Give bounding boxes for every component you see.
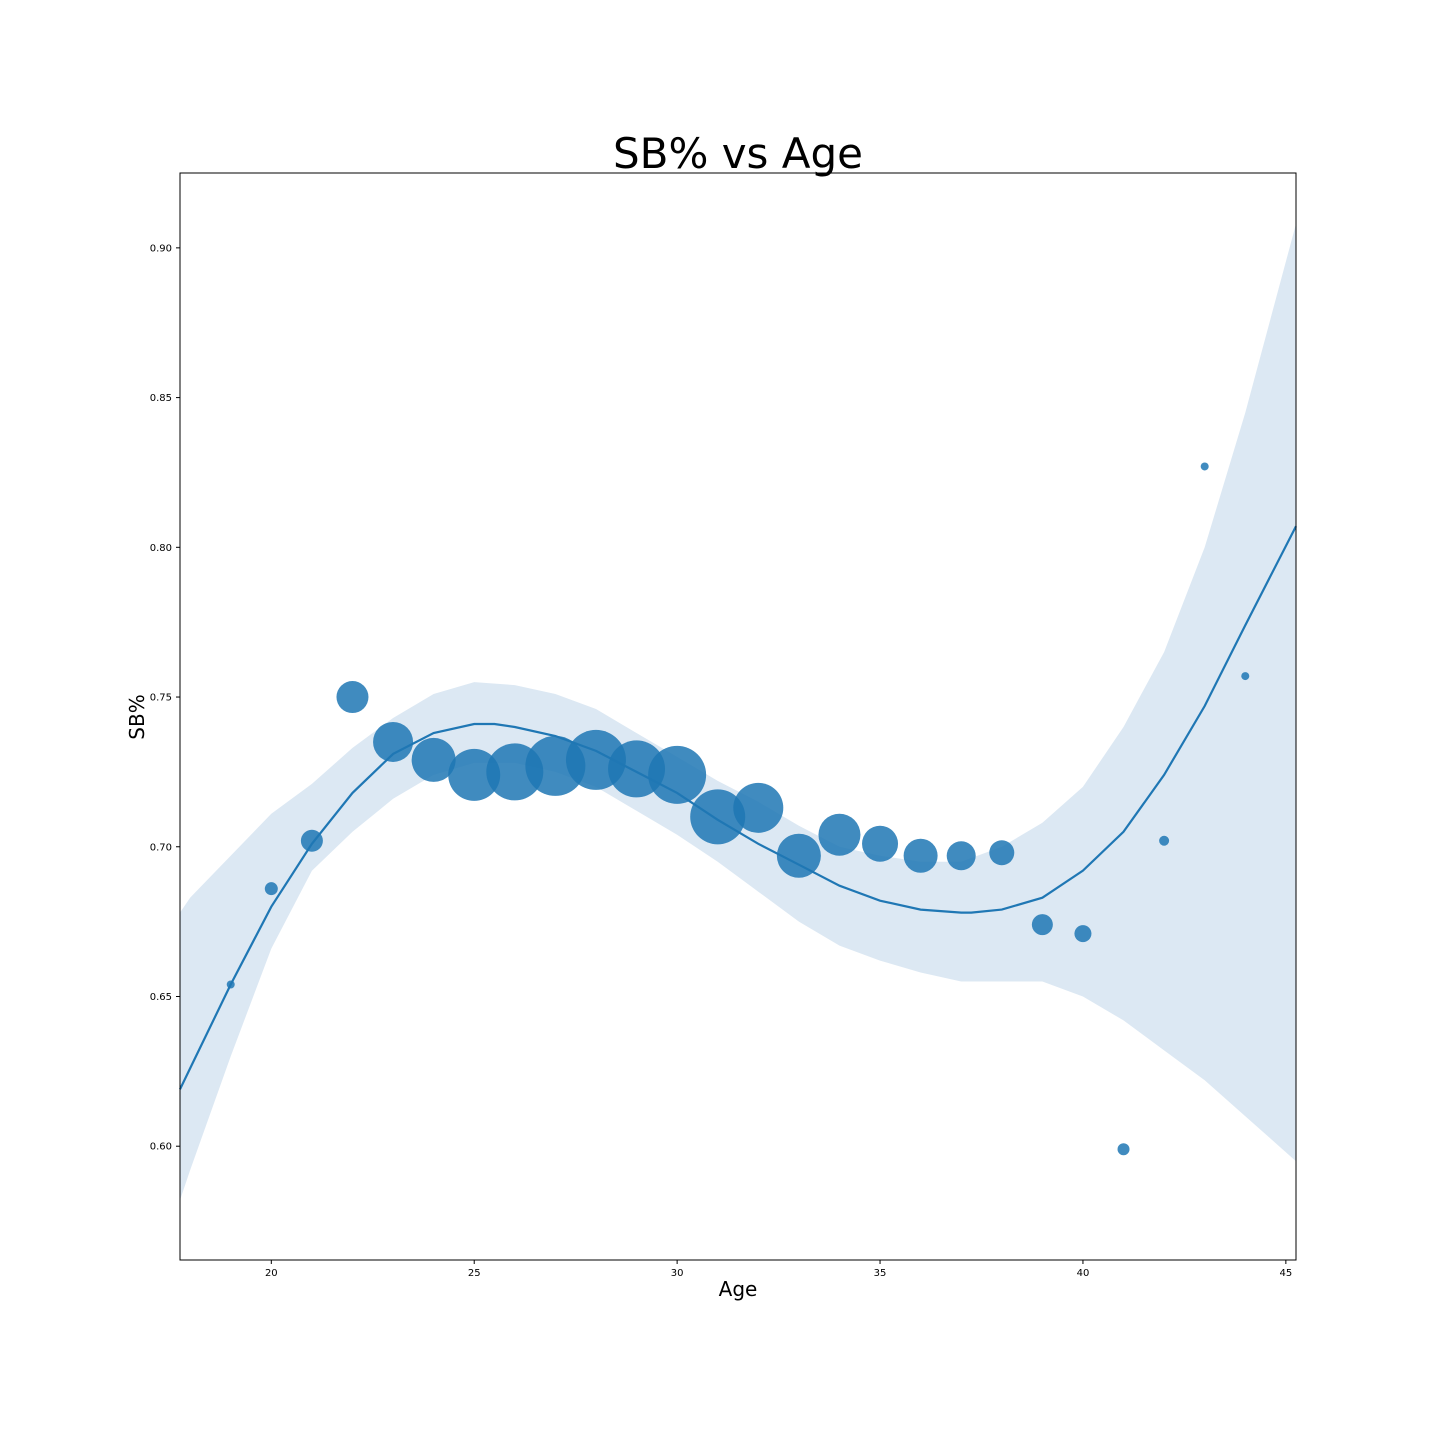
x-tick-label: 40 xyxy=(1077,1268,1090,1279)
data-point xyxy=(373,721,414,762)
data-point xyxy=(336,681,369,714)
data-points xyxy=(226,462,1250,1156)
data-point xyxy=(1074,925,1092,943)
x-tick-label: 25 xyxy=(468,1268,481,1279)
data-point xyxy=(818,813,861,856)
y-tick-label: 0.70 xyxy=(150,842,172,853)
data-point xyxy=(1159,835,1170,846)
data-point xyxy=(776,833,821,878)
confidence-band xyxy=(180,223,1296,1201)
data-point xyxy=(690,789,746,845)
data-point xyxy=(862,825,899,862)
x-tick-label: 35 xyxy=(874,1268,887,1279)
x-axis-label: Age xyxy=(719,1277,758,1301)
data-point xyxy=(1117,1143,1130,1156)
x-tick-label: 45 xyxy=(1279,1268,1292,1279)
plot-frame xyxy=(179,172,1297,1261)
data-point xyxy=(946,841,976,871)
y-tick-label: 0.85 xyxy=(150,393,172,404)
y-tick-label: 0.80 xyxy=(150,543,172,554)
data-point xyxy=(903,838,938,873)
data-point xyxy=(648,745,707,804)
y-tick-label: 0.75 xyxy=(150,693,172,704)
y-tick-label: 0.90 xyxy=(150,243,172,254)
data-point xyxy=(989,840,1015,866)
data-point xyxy=(264,882,278,896)
chart-title: SB% vs Age xyxy=(613,129,863,178)
x-tick-label: 20 xyxy=(265,1268,278,1279)
y-tick-label: 0.60 xyxy=(150,1142,172,1153)
y-axis-label: SB% xyxy=(125,694,149,739)
x-axis: 20 25 30 35 40 45 xyxy=(265,1260,1292,1279)
data-point xyxy=(1241,672,1250,681)
data-point xyxy=(411,737,456,782)
regression-line xyxy=(179,525,1297,1090)
y-tick-label: 0.65 xyxy=(150,992,172,1003)
data-point xyxy=(1200,462,1209,471)
plot-area xyxy=(179,223,1297,1201)
y-axis: 0.60 0.65 0.70 0.75 0.80 0.85 0.90 xyxy=(150,243,180,1153)
data-point xyxy=(448,748,501,801)
data-point xyxy=(1031,914,1053,936)
data-point xyxy=(733,782,784,833)
x-tick-label: 30 xyxy=(671,1268,684,1279)
